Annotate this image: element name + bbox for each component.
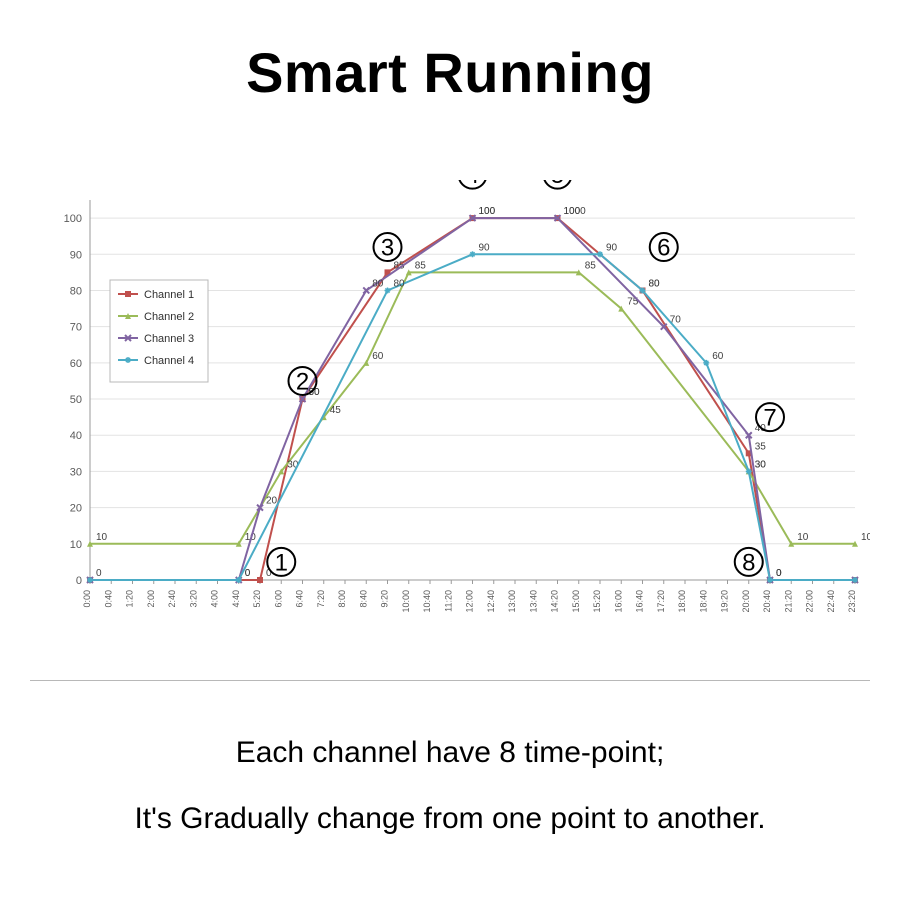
svg-text:80: 80: [372, 278, 384, 289]
svg-text:15:20: 15:20: [592, 590, 602, 613]
svg-text:Channel 4: Channel 4: [144, 355, 194, 367]
annotation-5: 5: [544, 180, 572, 189]
svg-text:0: 0: [76, 575, 82, 587]
svg-text:16:00: 16:00: [613, 590, 623, 613]
svg-text:10: 10: [70, 539, 82, 551]
svg-text:90: 90: [606, 242, 618, 253]
svg-text:7:20: 7:20: [316, 590, 326, 608]
svg-text:8:40: 8:40: [358, 590, 368, 608]
svg-text:10: 10: [96, 532, 108, 543]
svg-text:0:00: 0:00: [82, 590, 92, 608]
svg-text:18:00: 18:00: [677, 590, 687, 613]
svg-text:16:40: 16:40: [635, 590, 645, 613]
svg-text:6:00: 6:00: [273, 590, 283, 608]
svg-text:20: 20: [70, 503, 82, 515]
svg-text:13:00: 13:00: [507, 590, 517, 613]
svg-text:80: 80: [394, 278, 406, 289]
svg-text:12:00: 12:00: [465, 590, 475, 613]
svg-text:18:40: 18:40: [698, 590, 708, 613]
page-title: Smart Running: [0, 0, 900, 105]
svg-text:Channel 1: Channel 1: [144, 289, 194, 301]
divider: [30, 680, 870, 681]
svg-text:22:00: 22:00: [805, 590, 815, 613]
svg-text:5:20: 5:20: [252, 590, 262, 608]
svg-text:15:00: 15:00: [571, 590, 581, 613]
svg-text:4:00: 4:00: [210, 590, 220, 608]
svg-text:21:20: 21:20: [783, 590, 793, 613]
svg-text:60: 60: [70, 358, 82, 370]
svg-text:0: 0: [96, 568, 102, 579]
svg-text:6:40: 6:40: [295, 590, 305, 608]
svg-text:22:40: 22:40: [826, 590, 836, 613]
svg-text:100: 100: [479, 206, 496, 217]
svg-text:10: 10: [861, 532, 870, 543]
svg-text:20:40: 20:40: [762, 590, 772, 613]
svg-text:30: 30: [755, 459, 767, 470]
svg-text:60: 60: [712, 351, 724, 362]
annotation-1: 1: [267, 548, 295, 577]
svg-text:3: 3: [381, 235, 394, 262]
svg-text:100: 100: [64, 213, 82, 225]
svg-text:2:40: 2:40: [167, 590, 177, 608]
svg-text:35: 35: [755, 441, 767, 452]
svg-text:13:40: 13:40: [528, 590, 538, 613]
caption: Each channel have 8 time-point; It's Gra…: [0, 720, 900, 852]
annotation-4: 4: [459, 180, 487, 189]
svg-text:20:00: 20:00: [741, 590, 751, 613]
svg-text:3:20: 3:20: [188, 590, 198, 608]
svg-text:4:40: 4:40: [231, 590, 241, 608]
svg-text:0:40: 0:40: [103, 590, 113, 608]
svg-text:85: 85: [415, 260, 427, 271]
svg-text:1:20: 1:20: [125, 590, 135, 608]
svg-text:0: 0: [776, 568, 782, 579]
caption-line-2: It's Gradually change from one point to …: [0, 786, 900, 852]
svg-text:10:40: 10:40: [422, 590, 432, 613]
svg-text:20: 20: [266, 496, 278, 507]
caption-line-1: Each channel have 8 time-point;: [0, 720, 900, 786]
svg-text:11:20: 11:20: [443, 590, 453, 612]
svg-text:90: 90: [70, 249, 82, 261]
svg-text:9:20: 9:20: [380, 590, 390, 608]
svg-text:7: 7: [763, 405, 776, 432]
svg-text:5: 5: [551, 180, 564, 189]
svg-text:2:00: 2:00: [146, 590, 156, 608]
svg-text:0: 0: [245, 568, 251, 579]
svg-text:19:20: 19:20: [720, 590, 730, 613]
svg-text:1000: 1000: [564, 206, 587, 217]
svg-text:1: 1: [275, 549, 288, 576]
svg-text:17:20: 17:20: [656, 590, 666, 613]
svg-text:40: 40: [70, 430, 82, 442]
svg-text:14:20: 14:20: [550, 590, 560, 613]
line-chart: 01020304050607080901000:000:401:202:002:…: [30, 180, 870, 650]
series-channel-3: 0205080100100070400: [87, 206, 858, 583]
svg-text:6: 6: [657, 235, 670, 262]
svg-text:80: 80: [70, 285, 82, 297]
svg-text:10:00: 10:00: [401, 590, 411, 613]
svg-text:85: 85: [585, 260, 597, 271]
svg-text:45: 45: [330, 405, 342, 416]
svg-text:60: 60: [372, 351, 384, 362]
annotation-3: 3: [374, 233, 402, 261]
series-channel-1: 00508510010080350: [87, 206, 858, 583]
svg-text:30: 30: [70, 466, 82, 478]
svg-text:4: 4: [466, 180, 479, 189]
svg-text:8: 8: [742, 549, 755, 576]
svg-text:Channel 2: Channel 2: [144, 311, 194, 323]
svg-text:12:40: 12:40: [486, 590, 496, 613]
svg-text:90: 90: [479, 242, 491, 253]
svg-text:2: 2: [296, 368, 309, 395]
annotation-8: 8: [735, 548, 763, 577]
svg-text:80: 80: [649, 278, 661, 289]
annotation-7: 7: [756, 403, 784, 432]
svg-text:Channel 3: Channel 3: [144, 333, 194, 345]
legend: Channel 1 Channel 2 Channel 3 Channel 4: [110, 280, 208, 382]
svg-text:50: 50: [70, 394, 82, 406]
annotation-6: 6: [650, 233, 678, 261]
svg-text:70: 70: [70, 322, 82, 334]
svg-text:8:00: 8:00: [337, 590, 347, 608]
svg-text:23:20: 23:20: [847, 590, 857, 613]
svg-text:10: 10: [797, 532, 809, 543]
